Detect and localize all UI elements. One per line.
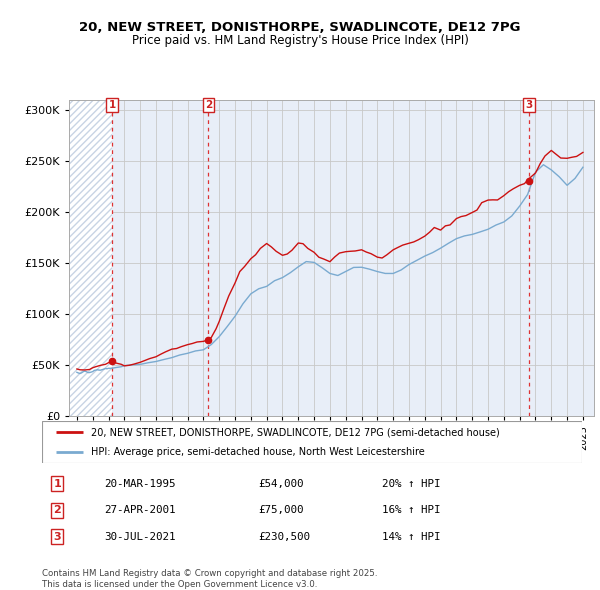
Text: 20-MAR-1995: 20-MAR-1995 xyxy=(104,479,176,489)
Bar xyxy=(69,100,112,416)
Text: 1: 1 xyxy=(109,100,116,110)
Text: 3: 3 xyxy=(525,100,532,110)
Text: £230,500: £230,500 xyxy=(258,532,310,542)
Text: Contains HM Land Registry data © Crown copyright and database right 2025.
This d: Contains HM Land Registry data © Crown c… xyxy=(42,569,377,589)
Text: 2: 2 xyxy=(53,506,61,515)
Text: £75,000: £75,000 xyxy=(258,506,304,515)
Text: 16% ↑ HPI: 16% ↑ HPI xyxy=(382,506,440,515)
Text: 20, NEW STREET, DONISTHORPE, SWADLINCOTE, DE12 7PG: 20, NEW STREET, DONISTHORPE, SWADLINCOTE… xyxy=(79,21,521,34)
Text: 3: 3 xyxy=(53,532,61,542)
Text: Price paid vs. HM Land Registry's House Price Index (HPI): Price paid vs. HM Land Registry's House … xyxy=(131,34,469,47)
Text: 30-JUL-2021: 30-JUL-2021 xyxy=(104,532,176,542)
Text: 14% ↑ HPI: 14% ↑ HPI xyxy=(382,532,440,542)
Text: 20% ↑ HPI: 20% ↑ HPI xyxy=(382,479,440,489)
Text: 2: 2 xyxy=(205,100,212,110)
Text: 20, NEW STREET, DONISTHORPE, SWADLINCOTE, DE12 7PG (semi-detached house): 20, NEW STREET, DONISTHORPE, SWADLINCOTE… xyxy=(91,427,499,437)
Text: 1: 1 xyxy=(53,479,61,489)
Text: 27-APR-2001: 27-APR-2001 xyxy=(104,506,176,515)
Text: £54,000: £54,000 xyxy=(258,479,304,489)
Text: HPI: Average price, semi-detached house, North West Leicestershire: HPI: Average price, semi-detached house,… xyxy=(91,447,424,457)
